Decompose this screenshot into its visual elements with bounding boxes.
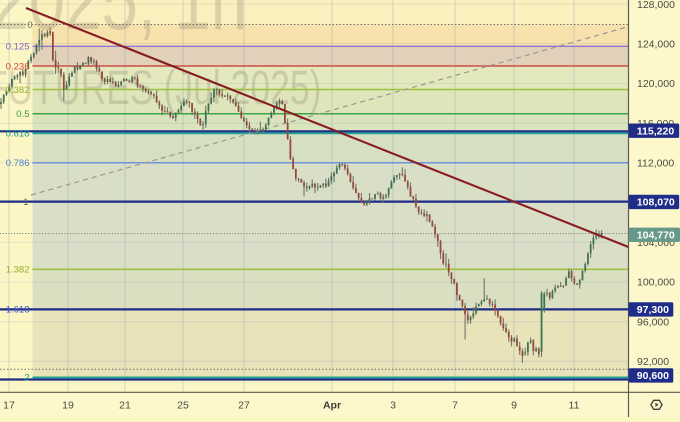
svg-text:92,000: 92,000 [637,356,669,368]
svg-text:1: 1 [23,197,28,208]
svg-text:128,000: 128,000 [637,0,675,11]
svg-text:2025, 1h: 2025, 1h [0,0,247,47]
svg-text:120,000: 120,000 [637,78,675,90]
svg-text:108,070: 108,070 [637,197,675,209]
svg-text:104,770: 104,770 [637,230,675,242]
svg-text:Apr: Apr [323,400,341,412]
svg-text:0.5: 0.5 [16,109,29,120]
svg-text:124,000: 124,000 [637,39,675,51]
svg-text:100,000: 100,000 [637,277,675,289]
svg-text:0.618: 0.618 [6,129,30,140]
svg-text:115,220: 115,220 [637,126,675,138]
svg-text:0.236: 0.236 [6,61,30,72]
svg-text:27: 27 [238,400,250,412]
svg-text:25: 25 [177,400,189,412]
svg-text:19: 19 [62,400,74,412]
svg-text:0.125: 0.125 [6,42,30,53]
svg-text:90,600: 90,600 [637,370,669,382]
svg-text:0: 0 [27,20,32,31]
svg-text:17: 17 [3,400,15,412]
svg-text:1.382: 1.382 [6,265,30,276]
svg-text:7: 7 [452,400,458,412]
svg-text:97,300: 97,300 [637,304,669,316]
svg-text:9: 9 [511,400,517,412]
svg-text:0.786: 0.786 [6,158,30,169]
svg-text:112,000: 112,000 [637,158,674,170]
svg-text:2: 2 [24,373,29,384]
svg-text:21: 21 [119,400,131,412]
svg-text:96,000: 96,000 [637,316,669,328]
svg-text:0.382: 0.382 [6,85,30,96]
svg-text:1.618: 1.618 [6,305,30,316]
svg-text:11: 11 [569,400,580,412]
svg-text:3: 3 [390,400,396,412]
